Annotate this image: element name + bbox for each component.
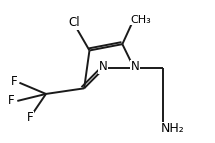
Text: NH₂: NH₂: [160, 123, 184, 135]
Text: Cl: Cl: [69, 16, 80, 29]
Text: CH₃: CH₃: [130, 15, 151, 25]
Text: F: F: [27, 111, 33, 124]
Text: N: N: [99, 60, 108, 73]
Text: F: F: [11, 75, 17, 88]
Text: F: F: [8, 94, 14, 107]
Text: N: N: [131, 60, 140, 73]
